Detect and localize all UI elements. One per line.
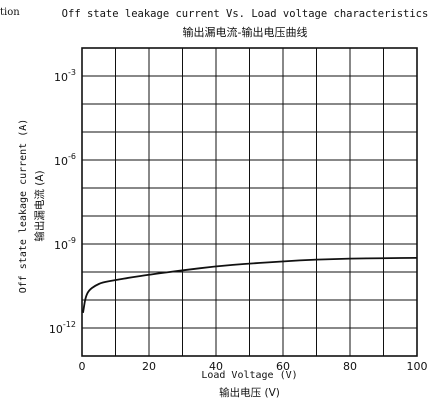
y-axis-labels: Off state leakage current (A) 输出漏电流 (A) bbox=[14, 56, 46, 356]
plot-area-frame bbox=[81, 47, 418, 357]
x-tick-label: 80 bbox=[343, 360, 357, 373]
y-axis-label: Off state leakage current (A) bbox=[18, 118, 29, 294]
leakage-curve-line bbox=[82, 257, 418, 313]
y-tick-label: 10-6 bbox=[54, 152, 76, 168]
x-tick-label: 20 bbox=[142, 360, 156, 373]
y-tick-label: 10-12 bbox=[49, 320, 76, 336]
x-axis-label: Load Voltage (V) bbox=[201, 370, 298, 381]
y-tick-label: 10-9 bbox=[54, 236, 76, 252]
cropped-caption-fragment: tion bbox=[0, 7, 20, 18]
y-tick-label: 10-3 bbox=[54, 68, 76, 84]
y-axis-label-chinese: 输出漏电流 (A) bbox=[34, 170, 46, 242]
x-tick-label: 0 bbox=[79, 360, 86, 373]
axis-ticks: 0 20 40 60 80 100 10-3 10-6 10-9 10-12 bbox=[49, 68, 428, 373]
chart-title: Off state leakage current Vs. Load volta… bbox=[61, 8, 429, 20]
grid-lines bbox=[82, 48, 417, 356]
x-axis-label-chinese: 输出电压 (V) bbox=[219, 387, 280, 399]
chart-subtitle-chinese: 输出漏电流-输出电压曲线 bbox=[182, 26, 308, 39]
x-tick-label: 60 bbox=[276, 360, 290, 373]
x-tick-label: 40 bbox=[209, 360, 223, 373]
x-tick-label: 100 bbox=[407, 360, 428, 373]
